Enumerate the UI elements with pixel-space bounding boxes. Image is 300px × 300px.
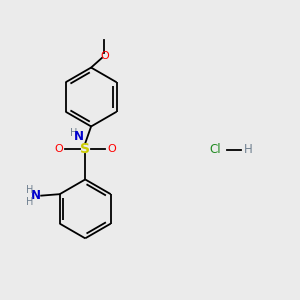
- Text: Cl: Cl: [209, 143, 220, 157]
- Text: O: O: [107, 143, 116, 154]
- Text: H: H: [26, 185, 33, 195]
- Text: O: O: [100, 51, 109, 61]
- Text: H: H: [244, 143, 253, 157]
- Text: N: N: [74, 130, 84, 142]
- Text: N: N: [31, 189, 41, 202]
- Text: O: O: [54, 143, 63, 154]
- Text: S: S: [80, 142, 90, 155]
- Text: H: H: [26, 196, 33, 206]
- Text: H: H: [70, 128, 77, 138]
